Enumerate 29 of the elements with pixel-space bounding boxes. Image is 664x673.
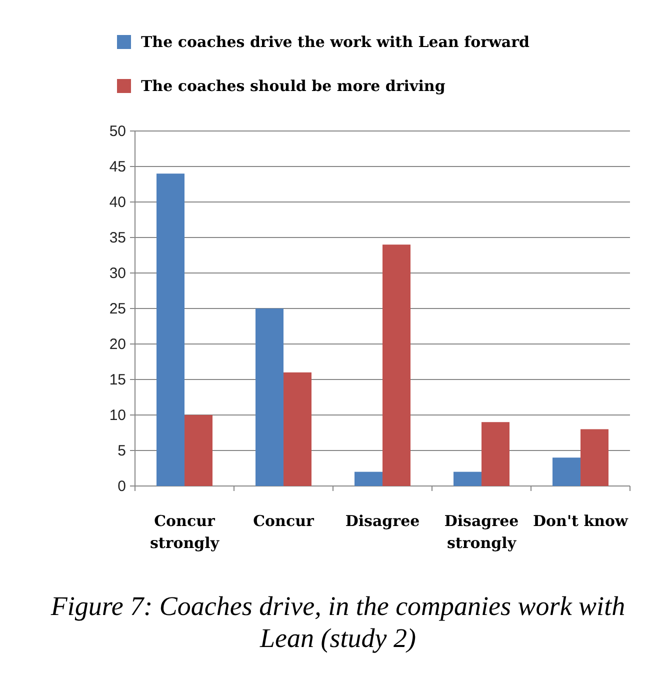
x-tick-label: Don't know [533, 512, 630, 530]
y-tick-label: 40 [109, 194, 126, 211]
x-tick-label: Disagree strongly [444, 512, 519, 552]
y-tick-label: 25 [109, 300, 126, 318]
y-tick-label: 50 [109, 123, 126, 140]
bar [156, 174, 184, 486]
bar [382, 244, 410, 486]
y-tick-label: 10 [109, 407, 126, 424]
y-tick-label: 15 [109, 372, 126, 388]
bar [256, 308, 284, 486]
bar [552, 458, 580, 486]
y-tick-label: 45 [109, 158, 126, 176]
bar [184, 415, 212, 486]
legend-label: The coaches should be more driving [141, 77, 446, 95]
y-tick-label: 0 [118, 478, 126, 495]
x-tick-label: Concur [253, 512, 315, 530]
caption: Figure 7: Coaches drive, in the companies work with Lean (study 2) [50, 591, 626, 653]
y-tick-label: 20 [109, 336, 126, 353]
bar [454, 472, 482, 486]
legend-label: The coaches drive the work with Lean forward [141, 33, 530, 51]
bar [580, 429, 608, 486]
x-tick-label: Concur strongly [150, 512, 220, 552]
bar [482, 422, 510, 486]
bar [354, 472, 382, 486]
y-tick-label: 35 [109, 230, 126, 246]
y-tick-label: 5 [118, 442, 126, 460]
y-tick-label: 30 [109, 265, 126, 282]
x-tick-label: Disagree [345, 512, 420, 530]
bar [284, 372, 312, 486]
